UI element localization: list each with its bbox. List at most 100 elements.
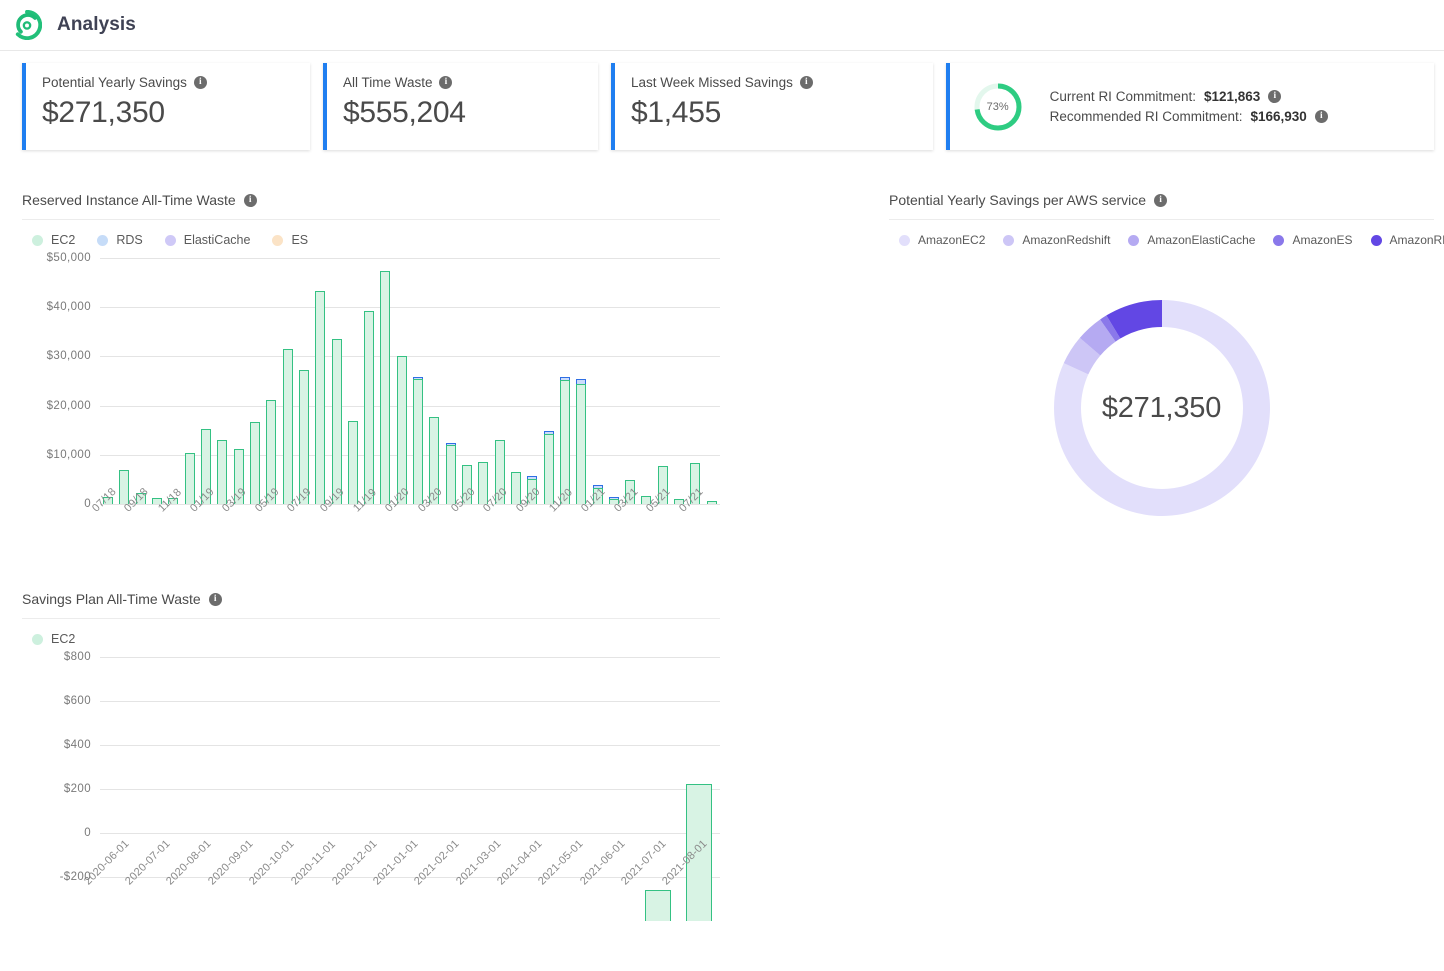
bar-column[interactable]: [100, 497, 116, 504]
bar-segment-ec2[interactable]: [413, 379, 424, 504]
bar-column[interactable]: [606, 497, 622, 504]
bar-segment-ec2[interactable]: [690, 462, 701, 504]
legend-item[interactable]: RDS: [97, 233, 143, 247]
bar-column[interactable]: [426, 416, 442, 504]
bar-segment-ec2[interactable]: [396, 356, 407, 504]
info-icon[interactable]: i: [799, 76, 813, 89]
bar-segment-ec2[interactable]: [135, 492, 146, 504]
legend-item[interactable]: AmazonElastiCache: [1128, 233, 1255, 247]
donut-slice-amazones[interactable]: [1099, 315, 1120, 342]
bar-column[interactable]: [328, 338, 344, 504]
bar-segment-ec2[interactable]: [249, 422, 260, 504]
bar-column[interactable]: [214, 440, 230, 504]
bar-segment-ec2[interactable]: [152, 498, 163, 504]
bar-column[interactable]: [182, 453, 198, 504]
bar-segment-rds[interactable]: [413, 376, 424, 380]
bar-segment-rds[interactable]: [445, 443, 456, 446]
bar-segment-ec2[interactable]: [266, 399, 277, 504]
bar-segment-ec2[interactable]: [184, 453, 195, 504]
bar-column[interactable]: [704, 501, 720, 504]
bar-column[interactable]: [573, 378, 589, 504]
bar-column[interactable]: [361, 311, 377, 504]
bar-segment-ec2[interactable]: [527, 478, 538, 504]
bar-segment-ec2[interactable]: [559, 379, 570, 504]
info-icon[interactable]: i: [193, 76, 207, 89]
bar-column[interactable]: [557, 377, 573, 504]
legend-item[interactable]: EC2: [32, 632, 75, 646]
bar-segment-ec2[interactable]: [103, 497, 114, 504]
legend-item[interactable]: ElastiCache: [164, 233, 250, 247]
bar-column[interactable]: [459, 465, 475, 504]
bar-segment-ec2[interactable]: [298, 369, 309, 504]
bar-column[interactable]: [149, 498, 165, 504]
bar-segment-ec2[interactable]: [364, 311, 375, 504]
bar-column[interactable]: [671, 498, 687, 504]
bar-column[interactable]: [638, 496, 654, 504]
bar-column[interactable]: [231, 448, 247, 504]
bar-segment-rds[interactable]: [576, 378, 587, 384]
bar-column[interactable]: [524, 476, 540, 504]
bar-column[interactable]: [443, 443, 459, 504]
info-icon[interactable]: i: [1268, 90, 1282, 103]
bar-column[interactable]: [247, 422, 263, 504]
bar-column[interactable]: [637, 890, 678, 921]
bar-segment-ec2[interactable]: [706, 501, 717, 504]
bar-column[interactable]: [679, 783, 720, 921]
bar-column[interactable]: [508, 472, 524, 504]
bar-segment-ec2[interactable]: [429, 416, 440, 504]
bar-segment-ec2[interactable]: [445, 445, 456, 504]
donut-slice-amazonrds[interactable]: [1105, 300, 1162, 339]
legend-item[interactable]: AmazonEC2: [899, 233, 985, 247]
bar-segment-rds[interactable]: [527, 476, 538, 479]
bar-column[interactable]: [377, 271, 393, 504]
bar-segment-ec2[interactable]: [119, 470, 130, 504]
bar-segment-ec2[interactable]: [168, 497, 179, 504]
bar-column[interactable]: [198, 428, 214, 504]
bar-segment-ec2[interactable]: [674, 498, 685, 504]
bar-segment-ec2[interactable]: [494, 439, 505, 504]
bar-segment-ec2[interactable]: [576, 383, 587, 504]
bar-segment-ec2[interactable]: [315, 291, 326, 504]
bar-column[interactable]: [296, 369, 312, 504]
bar-column[interactable]: [622, 480, 638, 504]
bar-column[interactable]: [492, 439, 508, 504]
bar-segment-ec2[interactable]: [380, 271, 391, 504]
bar-segment-ec2[interactable]: [201, 428, 212, 504]
bar-column[interactable]: [394, 356, 410, 504]
bar-segment-ec2[interactable]: [347, 421, 358, 504]
bar-segment-ec2[interactable]: [331, 338, 342, 504]
legend-item[interactable]: AmazonES: [1273, 233, 1353, 247]
bar-segment-rds[interactable]: [592, 484, 603, 489]
bar-segment-ec2[interactable]: [478, 462, 489, 504]
bar-segment-rds[interactable]: [543, 430, 554, 435]
info-icon[interactable]: i: [243, 193, 257, 207]
donut-slice-amazonredshift[interactable]: [1063, 337, 1100, 375]
info-icon[interactable]: i: [439, 76, 453, 89]
bar-column[interactable]: [263, 399, 279, 504]
bar-segment-ec2[interactable]: [510, 472, 521, 504]
info-icon[interactable]: i: [208, 592, 222, 606]
legend-item[interactable]: ES: [272, 233, 308, 247]
legend-item[interactable]: AmazonRedshift: [1003, 233, 1110, 247]
bar-segment-ec2[interactable]: [592, 488, 603, 504]
bar-column[interactable]: [133, 492, 149, 504]
bar-column[interactable]: [116, 470, 132, 504]
bar-column[interactable]: [655, 465, 671, 504]
bar-column[interactable]: [312, 291, 328, 504]
bar-column[interactable]: [279, 348, 295, 504]
bar-segment-ec2[interactable]: [608, 499, 619, 504]
bar-column[interactable]: [410, 376, 426, 504]
legend-item[interactable]: AmazonRDS: [1370, 233, 1444, 247]
bar-segment-ec2[interactable]: [543, 434, 554, 504]
bar-segment-ec2[interactable]: [657, 465, 668, 504]
bar-segment-ec2[interactable]: [233, 448, 244, 504]
bar-column[interactable]: [687, 462, 703, 504]
bar-segment-ec2[interactable]: [625, 480, 636, 504]
bar-column[interactable]: [540, 430, 556, 504]
bar-segment-rds[interactable]: [608, 497, 619, 500]
bar-segment-ec2[interactable]: [217, 440, 228, 504]
info-icon[interactable]: i: [1314, 110, 1328, 123]
bar-column[interactable]: [165, 497, 181, 504]
bar-segment-rds[interactable]: [559, 377, 570, 380]
bar-segment-ec2[interactable]: [462, 465, 473, 504]
